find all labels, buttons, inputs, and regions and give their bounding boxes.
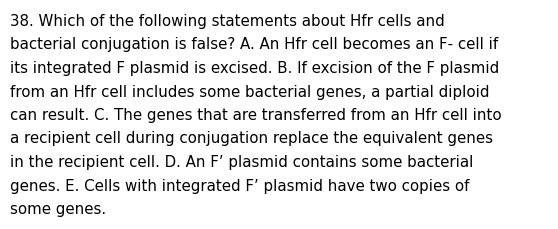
Text: bacterial conjugation is false? A. An Hfr cell becomes an F- cell if: bacterial conjugation is false? A. An Hf… — [10, 37, 498, 52]
Text: a recipient cell during conjugation replace the equivalent genes: a recipient cell during conjugation repl… — [10, 131, 493, 146]
Text: in the recipient cell. D. An F’ plasmid contains some bacterial: in the recipient cell. D. An F’ plasmid … — [10, 154, 473, 169]
Text: its integrated F plasmid is excised. B. If excision of the F plasmid: its integrated F plasmid is excised. B. … — [10, 61, 499, 76]
Text: some genes.: some genes. — [10, 201, 106, 216]
Text: can result. C. The genes that are transferred from an Hfr cell into: can result. C. The genes that are transf… — [10, 108, 502, 123]
Text: genes. E. Cells with integrated F’ plasmid have two copies of: genes. E. Cells with integrated F’ plasm… — [10, 178, 469, 193]
Text: from an Hfr cell includes some bacterial genes, a partial diploid: from an Hfr cell includes some bacterial… — [10, 84, 489, 99]
Text: 38. Which of the following statements about Hfr cells and: 38. Which of the following statements ab… — [10, 14, 445, 29]
